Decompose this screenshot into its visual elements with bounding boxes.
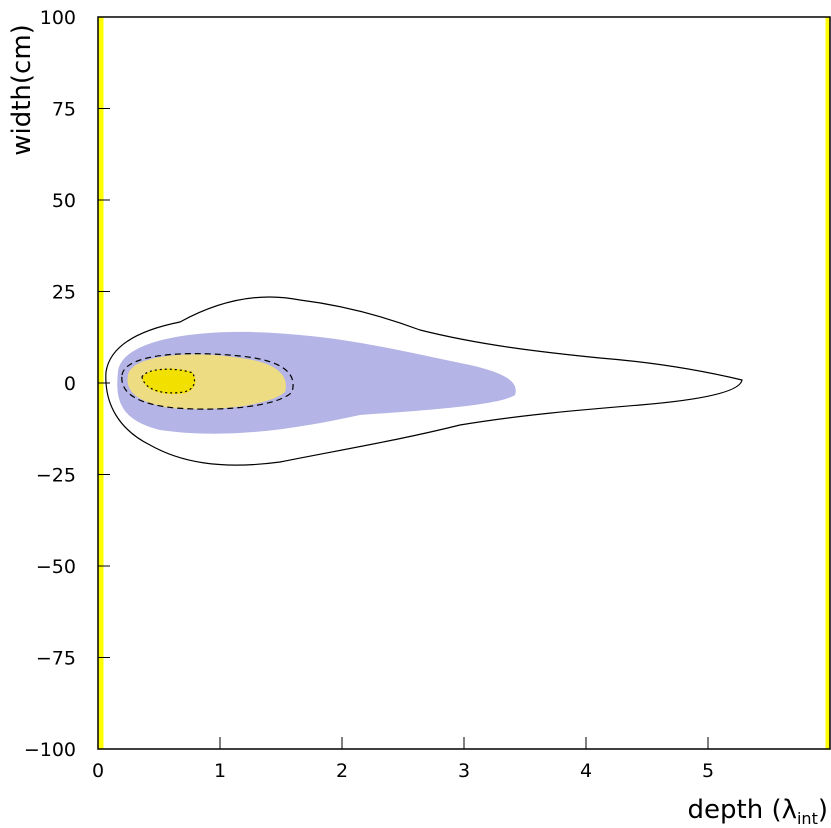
- x-tick-label: 0: [92, 760, 104, 782]
- x-axis-label: depth (λint): [688, 795, 829, 828]
- x-tick-label: 1: [214, 760, 226, 782]
- contour-line-inner: [141, 368, 196, 394]
- y-tick-label: −50: [36, 556, 76, 578]
- x-tick-label: 5: [702, 760, 714, 782]
- y-tick-label: 25: [52, 282, 76, 304]
- x-tick-label: 2: [336, 760, 348, 782]
- x-tick-label: 3: [458, 760, 470, 782]
- y-tick-label: −25: [36, 465, 76, 487]
- x-axis-label-text: depth (λ: [688, 795, 797, 825]
- y-tick-label: 50: [52, 190, 76, 212]
- y-tick-label: 100: [40, 7, 76, 29]
- contour-line-mid: [121, 353, 294, 410]
- y-tick-label: 0: [64, 373, 76, 395]
- y-tick-label: −100: [24, 739, 76, 761]
- contour-shapes: [105, 296, 743, 466]
- x-axis-label-suffix: ): [818, 795, 828, 825]
- contour-line-outer: [105, 296, 743, 466]
- contour-fill-mid: [127, 354, 286, 410]
- contour-fill-high: [142, 368, 196, 394]
- y-tick-label: 75: [52, 99, 76, 121]
- y-tick-label: −75: [36, 648, 76, 670]
- x-tick-label: 4: [580, 760, 592, 782]
- x-axis-label-sub: int: [797, 809, 818, 828]
- y-axis-label: width(cm): [7, 24, 37, 156]
